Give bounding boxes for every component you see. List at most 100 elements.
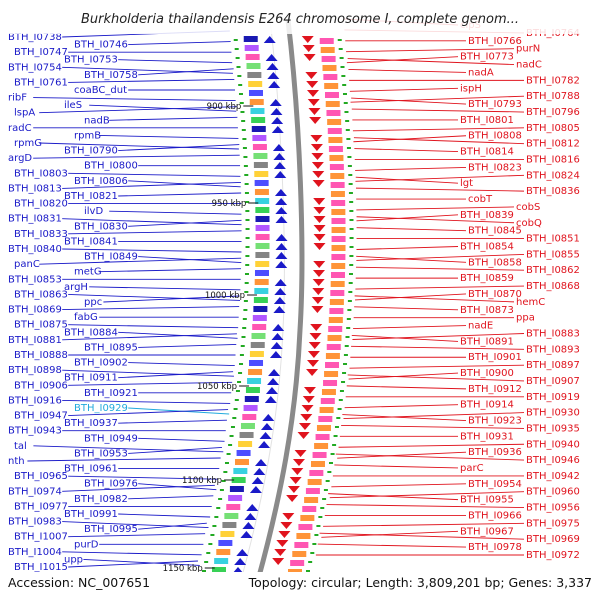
right-feature-marker bbox=[349, 246, 354, 248]
tick-label: 1050 kbp bbox=[197, 382, 237, 392]
right-gene-label: BTH_I0912 bbox=[468, 384, 522, 395]
left-gene-label: ileS bbox=[64, 100, 82, 111]
right-gene-label: nadE bbox=[468, 321, 493, 332]
left-label-leader-line bbox=[33, 97, 236, 102]
right-feature-marker bbox=[344, 345, 349, 347]
left-feature-marker bbox=[216, 507, 221, 509]
right-feature-marker bbox=[310, 552, 315, 554]
right-feature-marker bbox=[338, 48, 343, 50]
right-feature-block bbox=[319, 407, 334, 413]
left-strand-gene-arrow bbox=[271, 333, 284, 340]
right-strand-gene-arrow bbox=[310, 324, 323, 331]
left-gene-label: BTH_I0947 bbox=[14, 411, 68, 422]
left-feature-marker bbox=[242, 147, 247, 149]
right-feature-marker bbox=[347, 156, 352, 158]
right-label-leader-line bbox=[348, 69, 467, 73]
right-gene-label: BTH_I0845 bbox=[468, 226, 522, 237]
left-gene-label: BTH_I0830 bbox=[74, 221, 128, 232]
right-label-leader-line bbox=[341, 424, 525, 429]
left-strand-gene-arrow bbox=[275, 261, 288, 268]
left-strand-gene-arrow bbox=[273, 162, 286, 169]
left-gene-label: BTH_I0977 bbox=[14, 501, 68, 512]
right-gene-label: BTH_I0900 bbox=[460, 368, 514, 379]
right-feature-track bbox=[272, 36, 354, 575]
left-feature-block bbox=[247, 378, 262, 384]
right-strand-gene-arrow bbox=[297, 432, 310, 439]
right-feature-marker bbox=[334, 426, 339, 428]
left-feature-block bbox=[228, 495, 243, 501]
right-feature-block bbox=[326, 110, 341, 116]
left-feature-marker bbox=[245, 255, 250, 257]
right-strand-gene-arrow bbox=[306, 369, 319, 376]
left-feature-block bbox=[211, 567, 226, 573]
left-strand-gene-arrow bbox=[274, 171, 287, 178]
left-feature-block bbox=[251, 117, 266, 123]
right-feature-marker bbox=[345, 120, 350, 122]
right-feature-marker bbox=[349, 228, 354, 230]
right-gene-label: BTH_I0891 bbox=[460, 336, 514, 347]
left-gene-label: BTH_I0747 bbox=[14, 47, 68, 58]
left-strand-gene-arrow bbox=[275, 252, 288, 259]
right-feature-marker bbox=[308, 561, 313, 563]
right-strand-gene-arrow bbox=[310, 144, 323, 151]
right-feature-marker bbox=[348, 192, 353, 194]
left-feature-marker bbox=[232, 417, 237, 419]
right-strand-gene-arrow bbox=[302, 45, 315, 52]
right-feature-marker bbox=[343, 102, 348, 104]
right-feature-block bbox=[327, 128, 342, 134]
left-label-leader-line bbox=[68, 533, 206, 538]
right-gene-label: BTH_I0868 bbox=[526, 281, 580, 292]
left-gene-label: BTH_I0758 bbox=[84, 70, 138, 81]
left-gene-label: BTH_I0833 bbox=[14, 229, 68, 240]
right-feature-marker bbox=[349, 219, 354, 221]
right-gene-label: BTH_I0854 bbox=[460, 241, 514, 252]
left-feature-block bbox=[251, 333, 266, 339]
right-gene-label: BTH_I0814 bbox=[460, 147, 514, 158]
left-label-leader-line bbox=[39, 257, 242, 265]
right-feature-block bbox=[331, 218, 346, 224]
left-feature-block bbox=[236, 450, 251, 456]
right-gene-label: BTH_I0858 bbox=[468, 257, 522, 268]
right-gene-label: BTH_I0919 bbox=[526, 392, 580, 403]
left-label-leader-line bbox=[128, 180, 241, 188]
left-feature-block bbox=[238, 441, 253, 447]
left-feature-marker bbox=[237, 381, 242, 383]
left-label-leader-line bbox=[118, 419, 227, 424]
right-feature-marker bbox=[318, 516, 323, 518]
right-gene-label: hemC bbox=[516, 297, 545, 308]
left-strand-gene-arrow bbox=[234, 558, 247, 565]
left-feature-marker bbox=[245, 237, 250, 239]
right-gene-label: BTH_I0946 bbox=[526, 455, 580, 466]
left-label-leader-line bbox=[99, 268, 241, 273]
right-gene-label: BTH_I0862 bbox=[526, 265, 580, 276]
right-feature-marker bbox=[346, 147, 351, 149]
left-gene-label: BTH_I1004 bbox=[8, 547, 62, 558]
left-label-leader-line bbox=[128, 41, 231, 46]
left-feature-marker bbox=[237, 75, 242, 77]
right-feature-block bbox=[328, 326, 343, 332]
right-gene-label: BTH_I0824 bbox=[526, 170, 580, 181]
left-label-leader-line bbox=[89, 104, 237, 112]
left-feature-marker bbox=[204, 561, 209, 563]
right-feature-marker bbox=[339, 57, 344, 59]
right-strand-gene-arrow bbox=[274, 549, 287, 556]
left-feature-block bbox=[220, 531, 235, 537]
right-gene-label: BTH_I0782 bbox=[526, 75, 580, 86]
right-strand-gene-arrow bbox=[311, 162, 324, 169]
right-strand-gene-arrow bbox=[280, 522, 293, 529]
right-label-leader-line bbox=[355, 187, 525, 192]
right-feature-marker bbox=[323, 489, 328, 491]
right-label-leader-line bbox=[352, 127, 525, 132]
right-feature-block bbox=[325, 353, 340, 359]
left-feature-marker bbox=[243, 165, 248, 167]
right-feature-marker bbox=[345, 129, 350, 131]
left-strand-gene-arrow bbox=[251, 477, 264, 484]
left-label-leader-line bbox=[109, 116, 238, 121]
right-gene-label: BTH_I0907 bbox=[526, 376, 580, 387]
left-feature-marker bbox=[230, 426, 235, 428]
left-feature-marker bbox=[242, 318, 247, 320]
left-strand-gene-arrow bbox=[260, 423, 273, 430]
left-feature-marker bbox=[210, 534, 215, 536]
left-label-leader-line bbox=[128, 219, 242, 227]
